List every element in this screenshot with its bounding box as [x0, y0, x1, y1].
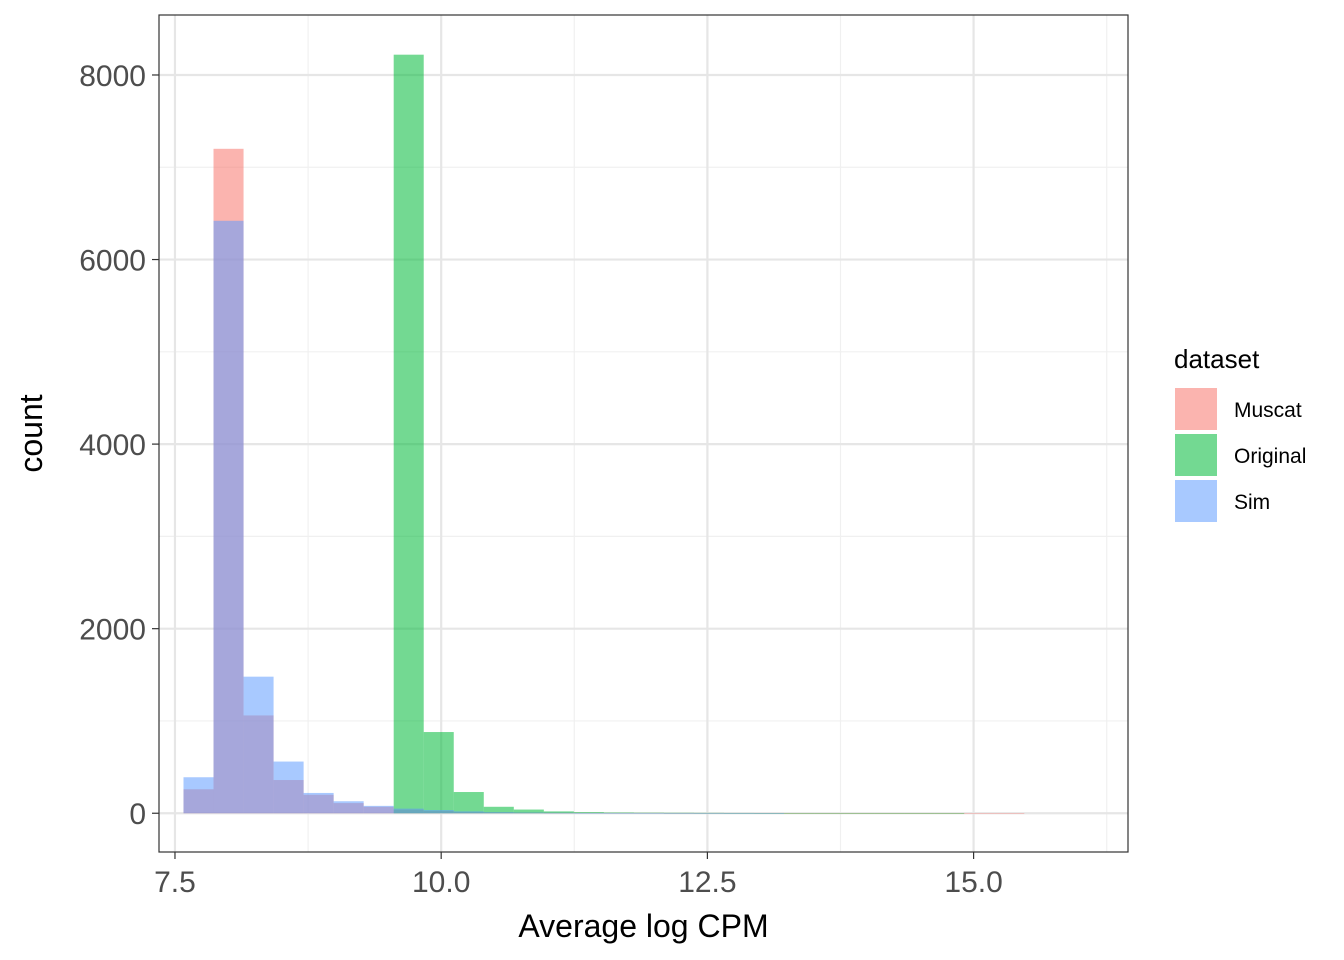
legend-key-sim [1175, 480, 1217, 522]
bar-sim [453, 811, 484, 814]
bar-sim [724, 813, 755, 814]
panel-background [159, 15, 1128, 852]
bar-sim [754, 813, 785, 814]
bar-sim [633, 813, 664, 814]
legend-title: dataset [1174, 344, 1260, 374]
y-tick-label: 2000 [79, 614, 146, 647]
bar-original [814, 813, 845, 814]
histogram-bars [183, 54, 1025, 814]
bar-sim [693, 813, 725, 814]
bar-original [874, 813, 905, 814]
legend-label-sim: Sim [1234, 491, 1270, 514]
bar-original [603, 812, 634, 814]
legend-label-original: Original [1234, 445, 1306, 468]
y-axis-title: count [13, 394, 49, 472]
bar-original [513, 809, 544, 814]
legend: dataset Muscat Original Sim [1174, 344, 1306, 522]
series-sim [183, 220, 785, 814]
bar-sim [363, 805, 394, 814]
bar-original [633, 812, 664, 814]
bar-sim [603, 813, 634, 814]
bar-original [663, 812, 694, 814]
x-tick-label: 7.5 [154, 866, 196, 899]
bar-original [784, 813, 815, 814]
bar-sim [243, 676, 274, 814]
y-tick-label: 4000 [79, 429, 146, 462]
bar-sim [573, 812, 604, 814]
bar-sim [333, 801, 364, 814]
panel-border [158, 14, 1129, 853]
bar-sim [393, 808, 424, 814]
y-tick-label: 8000 [79, 60, 146, 93]
bar-sim [183, 777, 214, 814]
y-tick-label: 0 [129, 798, 146, 831]
bar-original [483, 806, 514, 814]
x-axis-title: Average log CPM [518, 908, 768, 944]
bar-original [453, 792, 484, 814]
bar-sim [663, 813, 694, 814]
bar-sim [213, 220, 244, 814]
axis-ticks: 7.5 10.0 12.5 15.0 0 2000 4000 6000 8000 [79, 60, 1003, 899]
bar-original [844, 813, 875, 814]
legend-key-original [1175, 434, 1217, 476]
legend-key-muscat [1175, 388, 1217, 430]
x-tick-label: 12.5 [678, 866, 736, 899]
bar-sim [543, 812, 574, 814]
bar-original [423, 732, 454, 814]
bar-muscat [994, 813, 1025, 814]
bar-sim [483, 812, 514, 814]
bar-sim [423, 810, 454, 814]
bar-original [573, 812, 604, 814]
bar-original [393, 54, 424, 814]
x-tick-label: 15.0 [944, 866, 1002, 899]
bar-sim [303, 792, 334, 814]
series-original [393, 54, 965, 814]
bar-original [543, 811, 574, 814]
bar-sim [513, 812, 544, 814]
x-tick-label: 10.0 [412, 866, 470, 899]
y-tick-label: 6000 [79, 245, 146, 278]
grid-lines [159, 15, 1128, 852]
bar-original [934, 813, 965, 814]
bar-muscat [964, 813, 995, 814]
bar-original [904, 813, 935, 814]
bar-sim [273, 761, 304, 814]
legend-label-muscat: Muscat [1234, 399, 1302, 422]
